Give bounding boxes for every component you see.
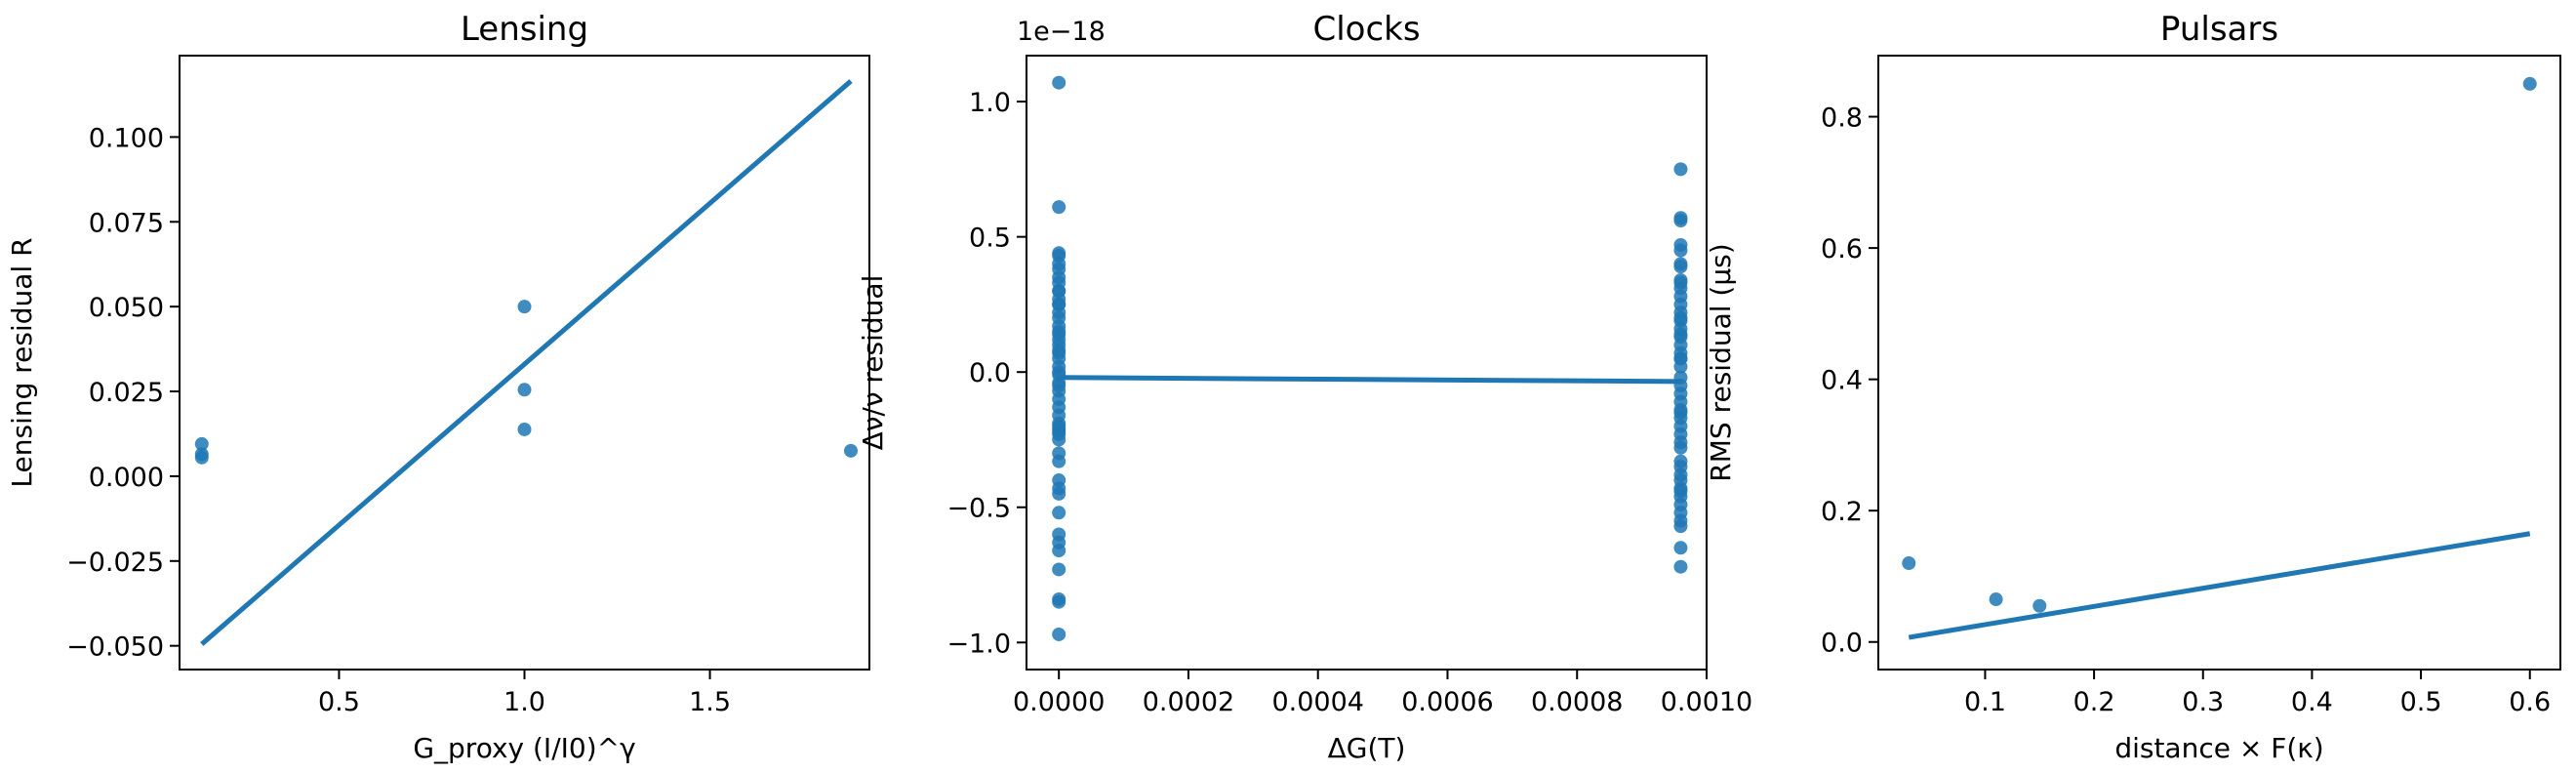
pulsars-ytick-label: 0.2 (1821, 497, 1863, 527)
lensing-data-point (194, 436, 209, 451)
lensing-fit-line (200, 79, 853, 646)
clocks-xtick-label: 0.0000 (1013, 687, 1105, 717)
lensing-data-point (194, 450, 209, 465)
clocks-axes-frame (1026, 55, 1708, 671)
clocks-panel: Clocks ΔG(T) Δν/ν residual 1e−18 0.0000 0… (857, 10, 1752, 764)
pulsars-xlabel: distance × F(κ) (2114, 732, 2323, 764)
clocks-data-point (1673, 519, 1688, 534)
clocks-data-point (1673, 243, 1688, 258)
lensing-ylabel: Lensing residual R (6, 237, 38, 487)
clocks-ylabel: Δν/ν residual (857, 275, 889, 451)
clocks-data-point (1052, 486, 1067, 501)
clocks-data-point (1673, 351, 1688, 366)
clocks-xlabel: ΔG(T) (1328, 732, 1406, 764)
clocks-data-point (1052, 446, 1067, 461)
clocks-data-point (1052, 594, 1067, 609)
clocks-ytick-label: 1.0 (969, 88, 1011, 118)
clocks-data-point (1052, 332, 1067, 346)
clocks-data-point (1673, 260, 1688, 274)
lensing-ytick-label: −0.025 (66, 548, 164, 578)
lensing-title: Lensing (461, 10, 588, 49)
clocks-data-point (1052, 562, 1067, 577)
pulsars-xtick-label: 0.5 (2400, 687, 2442, 717)
lensing-xtick-label: 1.5 (689, 687, 731, 717)
lensing-marks: 0.5 1.0 1.5 −0.050 −0.025 0.000 0.025 0.050 0.07… (66, 79, 858, 717)
clocks-title: Clocks (1312, 10, 1420, 49)
pulsars-xtick-label: 0.1 (1964, 687, 2006, 717)
clocks-data-point (1673, 541, 1688, 555)
lensing-ytick-label: 0.050 (89, 293, 164, 323)
clocks-fit-line (1059, 375, 1681, 385)
clocks-data-point (1673, 162, 1688, 177)
pulsars-ytick-label: 0.0 (1821, 629, 1863, 659)
clocks-data-point (1052, 344, 1067, 358)
clocks-data-point (1673, 460, 1688, 474)
pulsars-fit-line (1908, 531, 2531, 640)
clocks-data-point (1673, 435, 1688, 450)
clocks-offset-text: 1e−18 (1017, 17, 1106, 47)
pulsars-ytick-label: 0.4 (1821, 366, 1863, 396)
lensing-data-point (843, 443, 858, 458)
clocks-data-point (1673, 327, 1688, 342)
pulsars-title: Pulsars (2160, 10, 2278, 49)
lensing-data-point (517, 422, 532, 436)
pulsars-axes-frame (1877, 55, 2561, 671)
lensing-ytick-label: 0.100 (89, 123, 164, 153)
clocks-data-point (1052, 75, 1067, 90)
pulsars-panel: Pulsars distance × F(κ) RMS residual (μs… (1705, 10, 2561, 764)
clocks-ytick-label: −0.5 (946, 494, 1011, 524)
lensing-ytick-label: 0.025 (89, 378, 164, 408)
clocks-ytick-label: 0.5 (969, 224, 1011, 254)
clocks-data-point (1052, 544, 1067, 558)
clocks-data-point (1052, 506, 1067, 520)
clocks-xtick-label: 0.0002 (1143, 687, 1234, 717)
pulsars-xtick-label: 0.2 (2073, 687, 2115, 717)
clocks-data-point (1052, 419, 1067, 433)
clocks-data-point (1673, 402, 1688, 417)
pulsars-xtick-label: 0.4 (2291, 687, 2333, 717)
clocks-data-point (1052, 379, 1067, 393)
clocks-data-point (1673, 559, 1688, 574)
clocks-data-point (1052, 257, 1067, 271)
clocks-data-point (1052, 200, 1067, 215)
pulsars-data-point (2522, 76, 2537, 91)
lensing-data-point (517, 300, 532, 314)
clocks-data-point (1052, 627, 1067, 641)
clocks-data-point (1673, 310, 1688, 325)
clocks-xtick-label: 0.0010 (1661, 687, 1752, 717)
clocks-data-point (1052, 284, 1067, 299)
lensing-ytick-label: 0.075 (89, 208, 164, 238)
pulsars-data-point (2033, 598, 2047, 613)
clocks-data-point (1673, 214, 1688, 228)
lensing-xtick-label: 1.0 (503, 687, 545, 717)
clocks-data-point (1673, 484, 1688, 499)
clocks-xtick-label: 0.0006 (1401, 687, 1493, 717)
lensing-ytick-label: −0.050 (66, 632, 164, 663)
pulsars-ytick-label: 0.8 (1821, 103, 1863, 134)
lensing-xlabel: G_proxy (I/I0)^γ (413, 732, 635, 764)
lensing-xtick-label: 0.5 (318, 687, 360, 717)
clocks-marks: 0.0000 0.0002 0.0004 0.0006 0.0008 0.0010 −1.0… (946, 75, 1752, 717)
lensing-axes-frame (179, 55, 870, 671)
clocks-ytick-label: 0.0 (969, 358, 1011, 388)
clocks-xtick-label: 0.0004 (1271, 687, 1363, 717)
pulsars-ytick-label: 0.6 (1821, 234, 1863, 264)
pulsars-data-point (1902, 556, 1916, 571)
pulsars-marks: 0.1 0.2 0.3 0.4 0.5 0.6 0.0 0.2 0.4 0.6 0.8 (1821, 76, 2551, 717)
pulsars-ylabel: RMS residual (μs) (1705, 243, 1737, 481)
clocks-xtick-label: 0.0008 (1531, 687, 1623, 717)
pulsars-data-point (1989, 592, 2003, 607)
lensing-panel: Lensing G_proxy (I/I0)^γ Lensing residua… (6, 10, 870, 764)
lensing-data-point (517, 383, 532, 397)
clocks-data-point (1052, 297, 1067, 311)
pulsars-xtick-label: 0.3 (2182, 687, 2224, 717)
lensing-ytick-label: 0.000 (89, 463, 164, 493)
clocks-data-point (1673, 275, 1688, 290)
pulsars-xtick-label: 0.6 (2509, 687, 2551, 717)
clocks-ytick-label: −1.0 (946, 629, 1011, 659)
